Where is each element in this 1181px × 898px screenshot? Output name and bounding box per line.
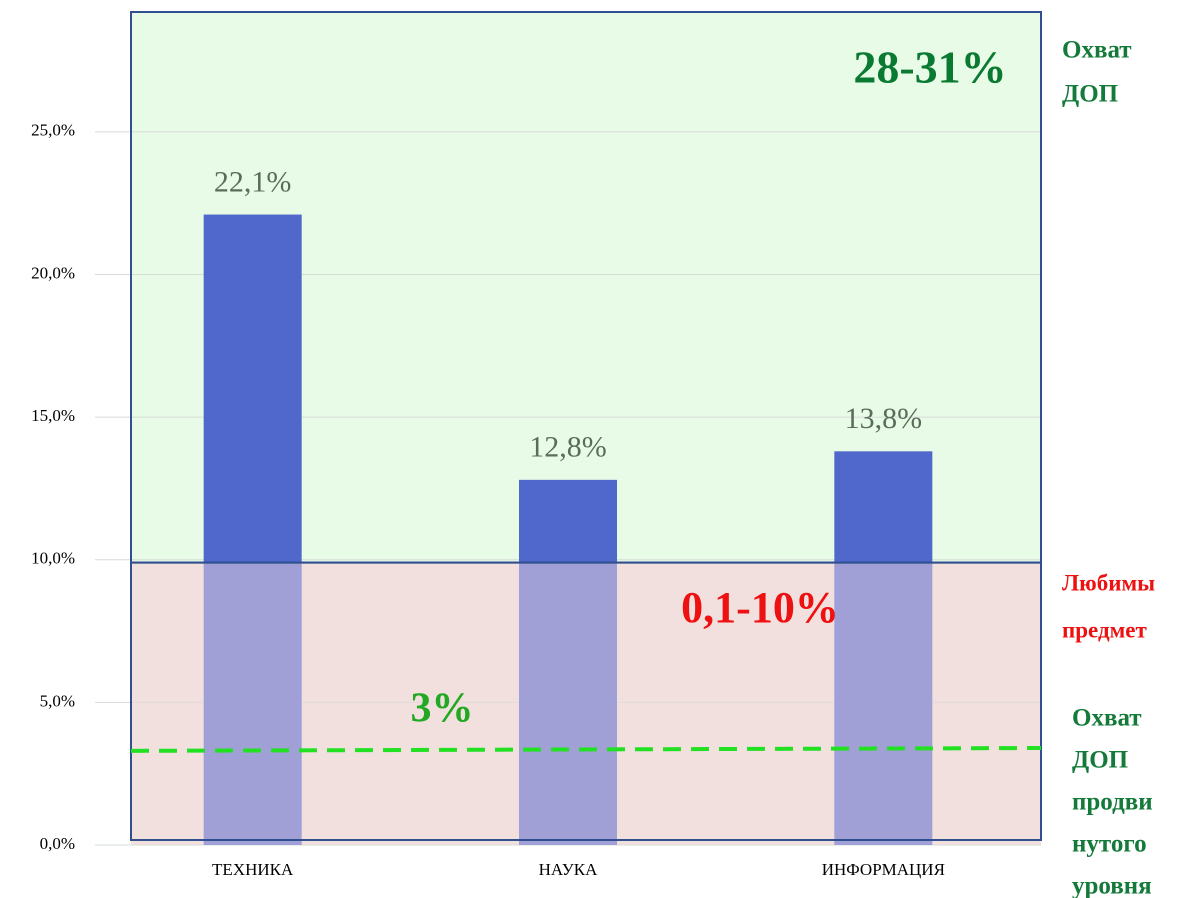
annotation: уровня <box>1072 873 1152 898</box>
annotation: 3% <box>411 686 474 732</box>
annotation: Охват <box>1062 37 1132 64</box>
value-label: 22,1% <box>214 165 292 198</box>
y-tick-label: 20,0% <box>31 263 75 282</box>
annotation: ДОП <box>1062 81 1118 108</box>
annotation: Любимы <box>1062 570 1155 595</box>
x-tick-label: НАУКА <box>539 860 598 879</box>
x-tick-label: ТЕХНИКА <box>212 860 294 879</box>
annotation: продви <box>1072 789 1153 816</box>
y-tick-label: 25,0% <box>31 121 75 140</box>
value-label: 12,8% <box>529 431 607 464</box>
x-tick-label: ИНФОРМАЦИЯ <box>822 860 945 879</box>
y-tick-label: 15,0% <box>31 406 75 425</box>
annotation: 0,1-10% <box>681 583 839 632</box>
annotation: 28-31% <box>853 42 1006 93</box>
y-tick-label: 10,0% <box>31 549 75 568</box>
y-tick-label: 5,0% <box>40 691 75 710</box>
annotation: предмет <box>1062 617 1147 642</box>
annotation: нутого <box>1072 831 1147 858</box>
annotation: ДОП <box>1072 747 1128 774</box>
annotation: Охват <box>1072 705 1142 732</box>
zone-border <box>130 561 1042 842</box>
value-label: 13,8% <box>845 402 923 435</box>
zone-overlay <box>131 562 1041 845</box>
y-tick-label: 0,0% <box>40 834 75 853</box>
reference-line <box>130 746 1042 753</box>
